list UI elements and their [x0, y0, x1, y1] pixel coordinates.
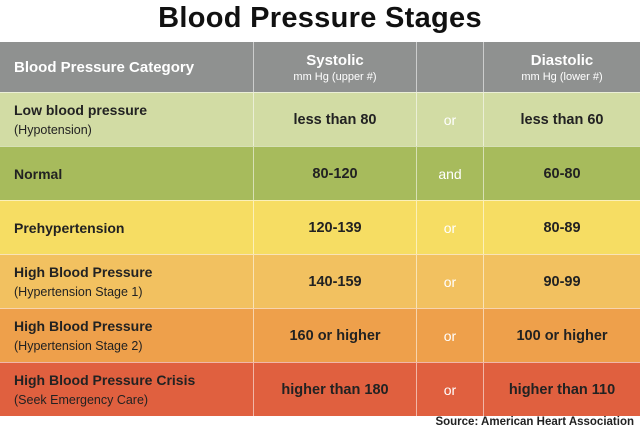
row-systolic: 120-139 — [308, 219, 362, 236]
row-systolic: 80-120 — [312, 165, 358, 182]
source-credit: Source: American Heart Association — [435, 416, 634, 428]
row-category-sub: (Hypertension Stage 2) — [14, 339, 143, 353]
row-category-sub: (Hypertension Stage 1) — [14, 285, 143, 299]
table-header: Blood Pressure Category Systolic mm Hg (… — [0, 42, 640, 92]
row-category: High Blood Pressure — [14, 318, 153, 334]
row-diastolic: 100 or higher — [516, 327, 608, 344]
row-conjunction: and — [438, 165, 462, 182]
header-diastolic: Diastolic mm Hg (lower #) — [483, 42, 640, 92]
row-systolic: 160 or higher — [289, 327, 381, 344]
row-systolic: less than 80 — [293, 111, 377, 128]
header-systolic-unit: mm Hg (upper #) — [293, 70, 377, 83]
header-systolic-label: Systolic — [306, 51, 364, 69]
row-category-sub: (Seek Emergency Care) — [14, 393, 149, 407]
header-systolic: Systolic mm Hg (upper #) — [253, 42, 416, 92]
header-diastolic-label: Diastolic — [530, 51, 594, 69]
row-category: Prehypertension — [14, 219, 125, 236]
blood-pressure-table: Blood Pressure Category Systolic mm Hg (… — [0, 42, 640, 416]
row-conjunction: or — [443, 327, 457, 344]
row-category: Low blood pressure — [14, 102, 148, 118]
row-diastolic: 80-89 — [543, 219, 581, 236]
row-conjunction: or — [443, 381, 457, 398]
table-row: Low blood pressure (Hypotension) less th… — [0, 92, 640, 146]
row-category: Normal — [14, 165, 63, 182]
row-diastolic: higher than 110 — [508, 381, 616, 398]
row-category: High Blood Pressure Crisis — [14, 372, 196, 388]
row-category: High Blood Pressure — [14, 264, 153, 280]
page-title: Blood Pressure Stages — [158, 2, 482, 34]
row-systolic: higher than 180 — [281, 381, 389, 398]
row-diastolic: 90-99 — [543, 273, 581, 290]
table-row: High Blood Pressure (Hypertension Stage … — [0, 254, 640, 308]
row-diastolic: less than 60 — [520, 111, 604, 128]
table-row: Prehypertension 120-139 or 80-89 — [0, 200, 640, 254]
row-category-sub: (Hypotension) — [14, 123, 92, 137]
row-conjunction: or — [443, 111, 457, 128]
table-row: Normal 80-120 and 60-80 — [0, 146, 640, 200]
header-diastolic-unit: mm Hg (lower #) — [521, 70, 603, 83]
table-row: High Blood Pressure (Hypertension Stage … — [0, 308, 640, 362]
row-conjunction: or — [443, 219, 457, 236]
row-diastolic: 60-80 — [543, 165, 581, 182]
table-row: High Blood Pressure Crisis (Seek Emergen… — [0, 362, 640, 416]
row-systolic: 140-159 — [308, 273, 362, 290]
row-conjunction: or — [443, 273, 457, 290]
header-conj — [416, 42, 483, 92]
header-category: Blood Pressure Category — [14, 58, 195, 76]
